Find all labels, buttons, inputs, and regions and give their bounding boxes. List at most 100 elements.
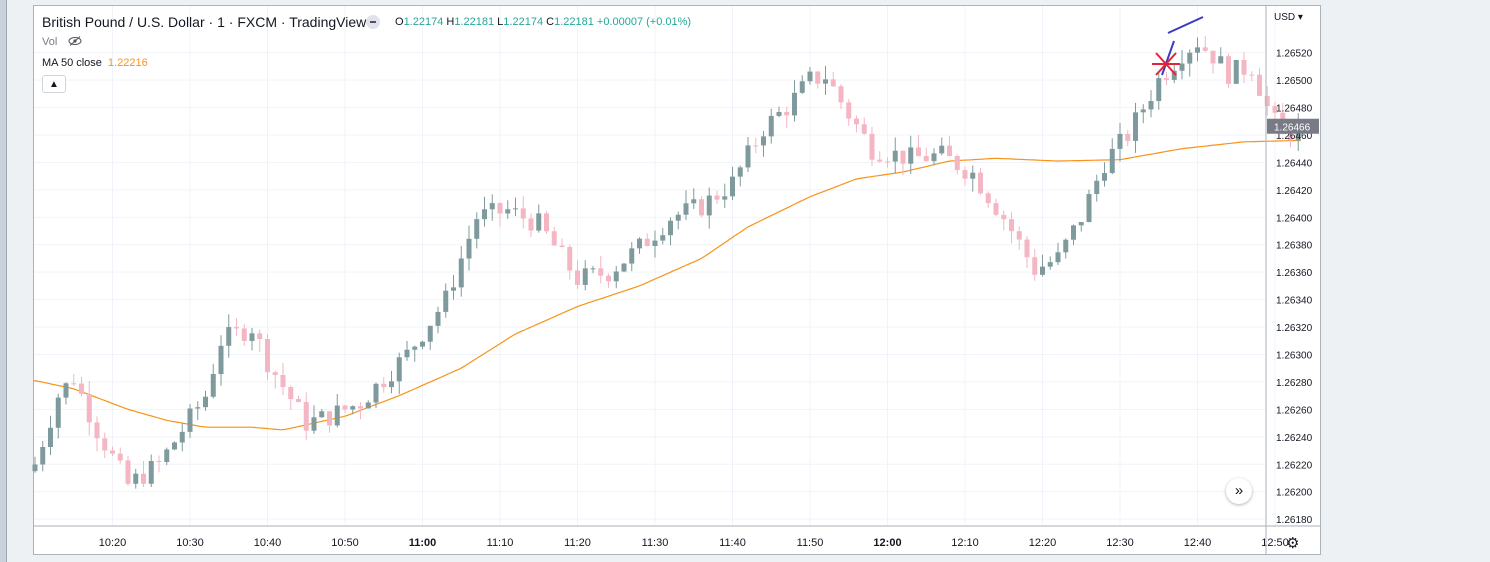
candle-body[interactable] (513, 208, 518, 210)
candle-body[interactable] (970, 172, 976, 179)
candle-body[interactable] (1078, 222, 1084, 226)
candle-body[interactable] (327, 411, 332, 426)
candle-body[interactable] (590, 268, 596, 270)
candle-body[interactable] (598, 268, 604, 276)
candle-body[interactable] (985, 193, 991, 204)
candle-body[interactable] (993, 203, 999, 215)
candle-body[interactable] (675, 214, 681, 221)
star-marker-icon[interactable] (1152, 52, 1180, 76)
candle-body[interactable] (1148, 101, 1154, 110)
candle-body[interactable] (792, 92, 797, 116)
candle-body[interactable] (1257, 74, 1262, 96)
candle-body[interactable] (1195, 47, 1200, 53)
candle-body[interactable] (148, 460, 154, 484)
candle-body[interactable] (1016, 231, 1022, 240)
candle-body[interactable] (784, 111, 790, 116)
candle-body[interactable] (830, 79, 836, 87)
candle-body[interactable] (257, 333, 263, 339)
chevron-up-icon[interactable]: ▲ (42, 75, 66, 93)
candle-body[interactable] (900, 150, 906, 164)
candle-body[interactable] (265, 338, 270, 373)
candle-body[interactable] (373, 383, 379, 403)
candle-body[interactable] (823, 79, 828, 84)
candle-body[interactable] (722, 196, 728, 200)
candle-body[interactable] (1272, 106, 1278, 113)
candle-body[interactable] (1249, 74, 1255, 76)
candle-body[interactable] (156, 460, 162, 462)
candle-body[interactable] (1040, 266, 1045, 275)
candle-body[interactable] (544, 213, 549, 232)
candle-body[interactable] (637, 238, 642, 249)
candle-body[interactable] (48, 427, 53, 448)
candle-body[interactable] (86, 393, 92, 423)
candle-body[interactable] (908, 147, 914, 164)
candle-body[interactable] (404, 349, 410, 358)
candle-body[interactable] (923, 156, 929, 162)
candle-body[interactable] (1109, 148, 1115, 174)
candle-body[interactable] (241, 328, 247, 341)
candle-body[interactable] (334, 405, 340, 426)
candle-body[interactable] (885, 161, 890, 163)
candle-body[interactable] (40, 447, 46, 465)
candle-body[interactable] (582, 268, 588, 285)
candle-body[interactable] (141, 473, 146, 484)
eye-hidden-icon[interactable] (68, 36, 82, 46)
candle-body[interactable] (714, 195, 720, 200)
candle-body[interactable] (102, 438, 108, 451)
candle-body[interactable] (621, 263, 627, 272)
candle-body[interactable] (288, 387, 294, 400)
candle-body[interactable] (745, 145, 751, 168)
symbol-title[interactable]: British Pound / U.S. Dollar · 1 · FXCM ·… (42, 14, 367, 30)
candle-body[interactable] (931, 153, 937, 162)
candle-body[interactable] (234, 327, 239, 329)
candle-body[interactable] (536, 213, 542, 231)
candle-body[interactable] (1047, 262, 1053, 267)
candle-body[interactable] (458, 258, 464, 288)
candle-body[interactable] (133, 473, 139, 484)
candle-body[interactable] (1264, 95, 1270, 107)
candle-body[interactable] (807, 71, 813, 82)
candle-body[interactable] (691, 199, 697, 204)
candle-body[interactable] (350, 406, 356, 410)
candle-body[interactable] (1156, 78, 1162, 102)
candle-body[interactable] (567, 246, 573, 271)
candle-body[interactable] (613, 271, 619, 282)
candle-body[interactable] (1009, 219, 1014, 232)
candle-body[interactable] (55, 397, 61, 428)
candle-body[interactable] (79, 383, 84, 394)
candle-body[interactable] (71, 383, 77, 385)
candle-body[interactable] (846, 102, 852, 119)
candle-body[interactable] (660, 235, 666, 241)
candle-body[interactable] (319, 411, 325, 418)
candle-body[interactable] (1071, 225, 1076, 240)
candle-body[interactable] (1024, 239, 1030, 258)
candle-body[interactable] (644, 238, 650, 247)
candle-body[interactable] (249, 333, 255, 341)
candle-body[interactable] (1164, 78, 1169, 80)
candle-body[interactable] (1179, 63, 1185, 71)
candle-body[interactable] (32, 464, 38, 472)
candle-body[interactable] (528, 218, 534, 231)
candle-body[interactable] (420, 341, 425, 347)
double-chevron-right-icon[interactable]: » (1226, 478, 1252, 504)
candles[interactable] (32, 35, 1301, 489)
candle-body[interactable] (1102, 173, 1107, 181)
candle-body[interactable] (939, 145, 945, 154)
candle-body[interactable] (861, 124, 867, 134)
candle-body[interactable] (358, 406, 363, 409)
candle-body[interactable] (1140, 109, 1146, 113)
candle-body[interactable] (1032, 257, 1038, 275)
candle-body[interactable] (195, 407, 201, 409)
candle-body[interactable] (218, 345, 224, 374)
candle-body[interactable] (1187, 52, 1193, 64)
ma-legend[interactable]: MA 50 close 1.22216 (42, 57, 148, 69)
candle-body[interactable] (916, 147, 921, 157)
candle-body[interactable] (1086, 194, 1092, 223)
candle-body[interactable] (1210, 50, 1216, 64)
candle-body[interactable] (768, 115, 774, 137)
candle-body[interactable] (466, 238, 472, 259)
candle-body[interactable] (311, 417, 317, 431)
candle-body[interactable] (706, 195, 712, 216)
candle-body[interactable] (838, 86, 844, 103)
candle-body[interactable] (451, 287, 456, 291)
